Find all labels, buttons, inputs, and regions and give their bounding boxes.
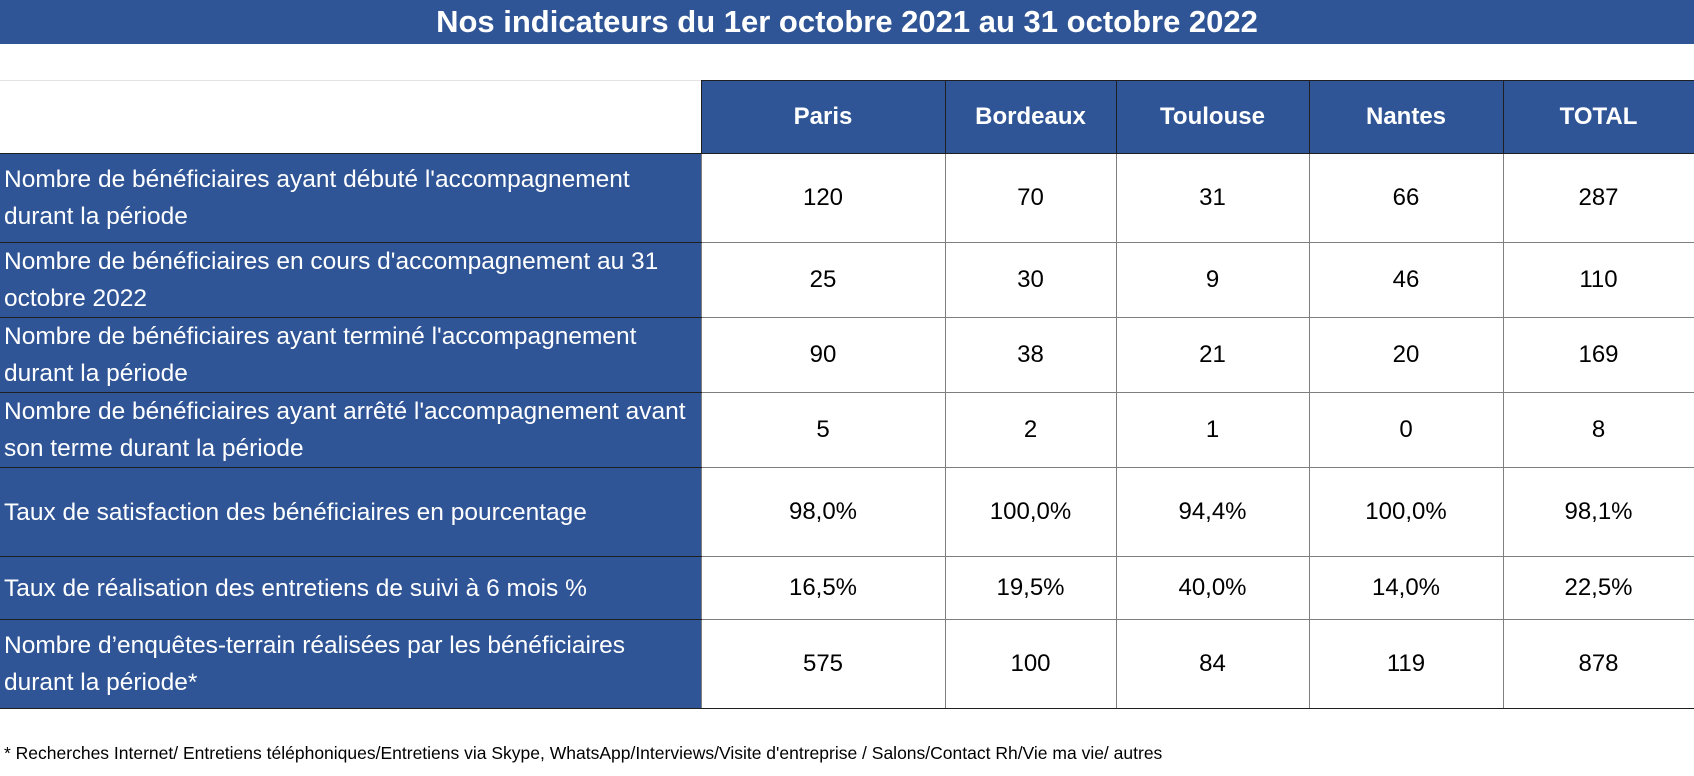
table-cell: 70: [944, 153, 1117, 243]
row-label: Nombre de bénéficiaires ayant arrêté l'a…: [0, 392, 701, 468]
table-cell-total: 8: [1502, 392, 1694, 468]
row-label: Taux de réalisation des entretiens de su…: [0, 556, 701, 620]
column-header-total: TOTAL: [1502, 80, 1694, 154]
table-cell: 2: [944, 392, 1117, 468]
table-cell: 119: [1308, 619, 1504, 709]
column-header-bordeaux: Bordeaux: [944, 80, 1117, 154]
table-corner-cell: [0, 80, 702, 154]
table-cell: 100,0%: [944, 467, 1117, 557]
table-row: Nombre de bénéficiaires ayant arrêté l'a…: [0, 392, 1694, 468]
table-cell-total: 287: [1502, 153, 1694, 243]
table-cell: 16,5%: [700, 556, 946, 620]
table-cell: 19,5%: [944, 556, 1117, 620]
indicators-table: Paris Bordeaux Toulouse Nantes TOTAL Nom…: [0, 80, 1694, 709]
footnote: * Recherches Internet/ Entretiens téléph…: [4, 743, 1163, 763]
table-row: Nombre de bénéficiaires en cours d'accom…: [0, 242, 1694, 318]
table-cell: 84: [1115, 619, 1310, 709]
table-cell: 100: [944, 619, 1117, 709]
table-cell: 40,0%: [1115, 556, 1310, 620]
table-cell: 0: [1308, 392, 1504, 468]
table-cell-total: 110: [1502, 242, 1694, 318]
table-row: Nombre de bénéficiaires ayant débuté l'a…: [0, 153, 1694, 243]
table-cell: 46: [1308, 242, 1504, 318]
table-cell: 1: [1115, 392, 1310, 468]
table-row: Nombre d’enquêtes-terrain réalisées par …: [0, 619, 1694, 709]
page-title: Nos indicateurs du 1er octobre 2021 au 3…: [0, 0, 1694, 44]
table-cell: 98,0%: [700, 467, 946, 557]
table-cell: 31: [1115, 153, 1310, 243]
table-cell: 120: [700, 153, 946, 243]
row-label: Nombre de bénéficiaires ayant terminé l'…: [0, 317, 701, 393]
column-header-toulouse: Toulouse: [1115, 80, 1310, 154]
table-cell: 66: [1308, 153, 1504, 243]
table-cell: 38: [944, 317, 1117, 393]
row-label: Nombre de bénéficiaires en cours d'accom…: [0, 242, 701, 318]
table-cell: 30: [944, 242, 1117, 318]
table-cell: 94,4%: [1115, 467, 1310, 557]
table-cell: 25: [700, 242, 946, 318]
table-cell: 100,0%: [1308, 467, 1504, 557]
table-cell-total: 98,1%: [1502, 467, 1694, 557]
table-cell-total: 22,5%: [1502, 556, 1694, 620]
table-row: Taux de réalisation des entretiens de su…: [0, 556, 1694, 620]
table-row: Taux de satisfaction des bénéficiaires e…: [0, 467, 1694, 557]
table-row: Nombre de bénéficiaires ayant terminé l'…: [0, 317, 1694, 393]
row-label: Nombre de bénéficiaires ayant débuté l'a…: [0, 153, 701, 243]
table-header-row: Paris Bordeaux Toulouse Nantes TOTAL: [0, 80, 1694, 154]
table-cell: 90: [700, 317, 946, 393]
table-cell-total: 169: [1502, 317, 1694, 393]
row-label: Taux de satisfaction des bénéficiaires e…: [0, 467, 701, 557]
table-cell: 5: [700, 392, 946, 468]
column-header-paris: Paris: [700, 80, 946, 154]
table-cell: 14,0%: [1308, 556, 1504, 620]
table-cell-total: 878: [1502, 619, 1694, 709]
table-cell: 20: [1308, 317, 1504, 393]
row-label: Nombre d’enquêtes-terrain réalisées par …: [0, 619, 701, 709]
table-cell: 575: [700, 619, 946, 709]
column-header-nantes: Nantes: [1308, 80, 1504, 154]
table-cell: 9: [1115, 242, 1310, 318]
table-cell: 21: [1115, 317, 1310, 393]
